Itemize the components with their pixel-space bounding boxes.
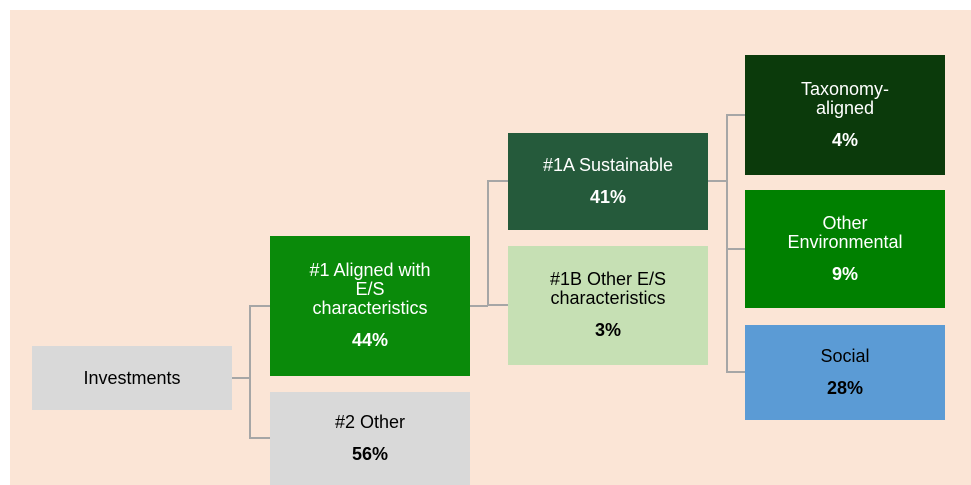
node-box: #1A Sustainable 41% (508, 133, 708, 230)
node-label: #1B Other E/S (549, 269, 667, 289)
connector (249, 305, 270, 439)
node-label: E/S (355, 279, 385, 299)
node-label: characteristics (312, 298, 428, 318)
node-label: Investments (83, 367, 181, 388)
node-label: Social (820, 345, 870, 366)
connector (487, 180, 508, 306)
node-box: Other Environmental 9% (745, 190, 945, 308)
node-label: #1A Sustainable (542, 154, 674, 175)
node-value: 56% (351, 443, 389, 464)
node-value: 3% (594, 320, 621, 340)
node-box: Taxonomy-aligned 4% (745, 55, 945, 175)
node-label: #1 Aligned with (309, 260, 431, 280)
node-label: Other (822, 212, 868, 233)
connector (726, 114, 745, 373)
node-box: #1 Aligned with E/S characteristics 44% (270, 236, 470, 376)
node-label: Taxonomy- (800, 78, 890, 99)
node-value: 28% (826, 377, 864, 398)
node-label: aligned (815, 97, 875, 118)
node-box: Investments (32, 346, 232, 410)
node-label: Environmental (787, 231, 903, 252)
node-box: Social 28% (745, 325, 945, 420)
node-value: 4% (831, 129, 858, 150)
node-box: #2 Other 56% (270, 392, 470, 485)
node-box: #1B Other E/S characteristics 3% (508, 246, 708, 365)
node-value: 9% (831, 263, 858, 284)
node-label: characteristics (550, 288, 666, 308)
node-value: 41% (589, 186, 627, 207)
node-value: 44% (351, 330, 389, 350)
node-label: #2 Other (334, 411, 406, 432)
